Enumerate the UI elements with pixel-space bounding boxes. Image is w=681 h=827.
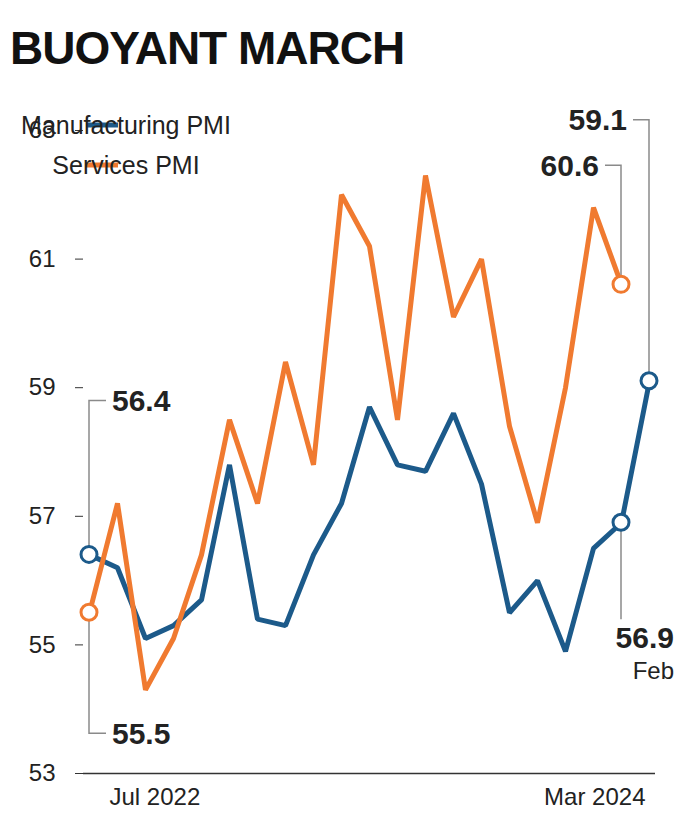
svg-text:55: 55 <box>29 631 56 658</box>
svg-text:Feb: Feb <box>633 657 674 684</box>
svg-text:59: 59 <box>29 373 56 400</box>
svg-text:61: 61 <box>29 245 56 272</box>
svg-text:55.5: 55.5 <box>112 717 170 750</box>
svg-text:60.6: 60.6 <box>541 149 599 182</box>
svg-text:Jul 2022: Jul 2022 <box>110 783 201 810</box>
svg-text:56.9: 56.9 <box>616 621 674 654</box>
svg-text:53: 53 <box>29 759 56 786</box>
svg-text:Mar 2024: Mar 2024 <box>544 783 645 810</box>
svg-text:Services PMI: Services PMI <box>52 151 199 179</box>
svg-text:59.1: 59.1 <box>569 103 627 136</box>
svg-text:Manufacturing PMI: Manufacturing PMI <box>21 111 231 139</box>
html-text:BUOYANT MARCH: BUOYANT MARCH <box>10 22 405 74</box>
svg-text:56.4: 56.4 <box>112 384 171 417</box>
svg-text:57: 57 <box>29 502 56 529</box>
